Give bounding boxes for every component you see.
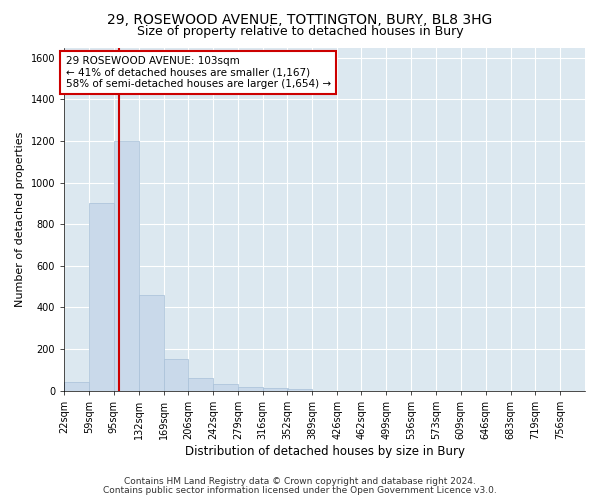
Text: Contains HM Land Registry data © Crown copyright and database right 2024.: Contains HM Land Registry data © Crown c… bbox=[124, 477, 476, 486]
Bar bbox=[113, 141, 139, 390]
Text: 29, ROSEWOOD AVENUE, TOTTINGTON, BURY, BL8 3HG: 29, ROSEWOOD AVENUE, TOTTINGTON, BURY, B… bbox=[107, 12, 493, 26]
Text: 29 ROSEWOOD AVENUE: 103sqm
← 41% of detached houses are smaller (1,167)
58% of s: 29 ROSEWOOD AVENUE: 103sqm ← 41% of deta… bbox=[65, 56, 331, 90]
Bar bbox=[139, 295, 164, 390]
Bar bbox=[64, 382, 89, 390]
Bar bbox=[188, 378, 214, 390]
Bar bbox=[263, 388, 288, 390]
Bar bbox=[287, 389, 312, 390]
Y-axis label: Number of detached properties: Number of detached properties bbox=[15, 132, 25, 306]
Bar bbox=[89, 204, 114, 390]
Bar bbox=[164, 360, 188, 390]
Bar bbox=[238, 388, 263, 390]
Text: Size of property relative to detached houses in Bury: Size of property relative to detached ho… bbox=[137, 25, 463, 38]
Bar bbox=[213, 384, 238, 390]
X-axis label: Distribution of detached houses by size in Bury: Distribution of detached houses by size … bbox=[185, 444, 464, 458]
Text: Contains public sector information licensed under the Open Government Licence v3: Contains public sector information licen… bbox=[103, 486, 497, 495]
